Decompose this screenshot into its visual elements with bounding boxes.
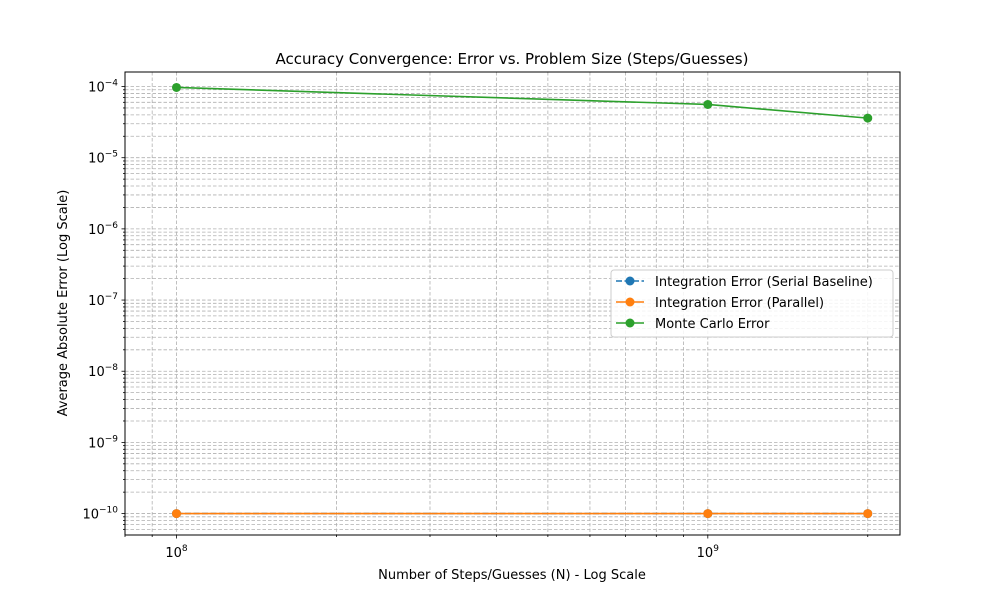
data-point [863,509,873,519]
y-tick-label: 10−4 [88,79,118,96]
legend-box [610,269,894,338]
series-layer [171,82,873,519]
legend-swatch-marker [625,276,635,286]
legend-label: Monte Carlo Error [655,317,770,332]
x-tick-label: 109 [697,544,720,561]
data-point [863,113,873,123]
x-tick-label: 108 [165,544,188,561]
legend-label: Integration Error (Serial Baseline) [655,275,873,290]
y-tick-label: 10−7 [88,292,118,309]
ticks: 108 109 10−10 10−9 10−8 10−7 10−6 10−5 10−4 [82,79,869,561]
data-point [703,509,713,519]
legend-swatch-marker [625,318,635,328]
y-axis-title: Average Absolute Error (Log Scale) [56,190,71,417]
data-point [703,99,713,109]
legend: Integration Error (Serial Baseline) Integ… [610,269,894,338]
chart-title: Accuracy Convergence: Error vs. Problem … [276,50,749,68]
legend-swatch-marker [625,297,635,307]
y-tick-label: 10−9 [88,434,118,451]
y-tick-label: 10−5 [88,150,118,167]
y-tick-label: 10−8 [88,363,118,380]
y-tick-label: 10−10 [82,506,118,523]
legend-label: Integration Error (Parallel) [655,296,824,311]
x-axis-title: Number of Steps/Guesses (N) - Log Scale [378,568,646,583]
data-point [171,509,181,519]
y-tick-label: 10−6 [88,221,118,238]
data-point [171,82,181,92]
